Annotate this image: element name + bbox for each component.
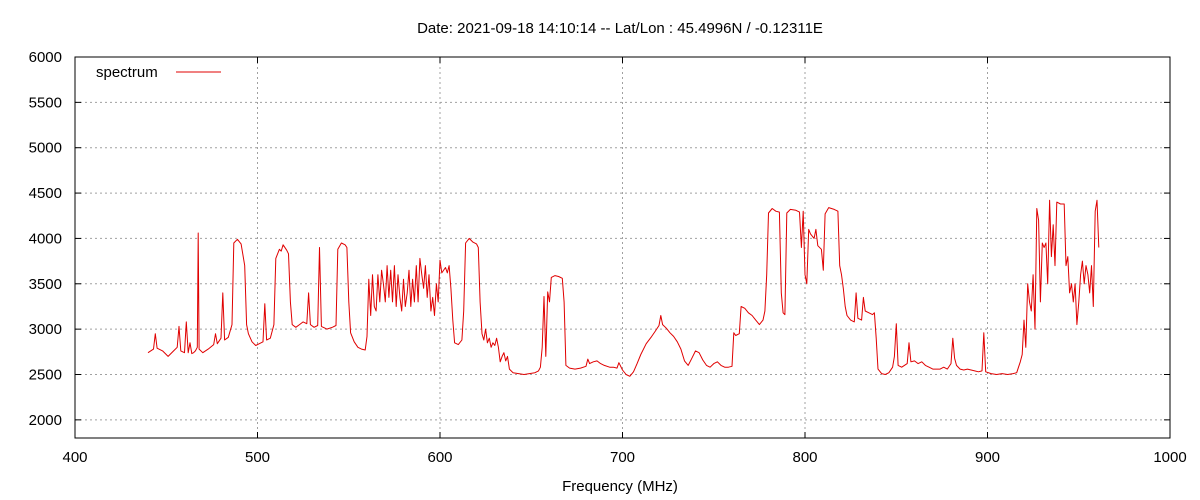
y-tick-label: 3500 <box>29 276 62 293</box>
legend-label-spectrum: spectrum <box>96 64 158 81</box>
y-tick-label: 2500 <box>29 367 62 384</box>
x-tick-label: 500 <box>245 449 270 466</box>
x-tick-label: 400 <box>62 449 87 466</box>
y-tick-label: 2000 <box>29 412 62 429</box>
x-tick-label: 900 <box>975 449 1000 466</box>
y-tick-label: 3000 <box>29 321 62 338</box>
x-tick-label: 600 <box>427 449 452 466</box>
y-tick-label: 4000 <box>29 230 62 247</box>
grid <box>75 57 1170 438</box>
x-tick-label: 700 <box>610 449 635 466</box>
x-tick-label: 800 <box>792 449 817 466</box>
y-axis: 2000 2500 3000 3500 4000 4500 5000 5500 6000 <box>29 49 1170 429</box>
series-layer <box>147 199 1100 377</box>
x-axis-label: Frequency (MHz) <box>562 478 678 495</box>
y-tick-label: 5500 <box>29 94 62 111</box>
x-tick-label: 1000 <box>1153 449 1186 466</box>
chart-title: Date: 2021-09-18 14:10:14 -- Lat/Lon : 4… <box>417 20 823 37</box>
legend: spectrum <box>96 64 221 81</box>
y-tick-label: 6000 <box>29 49 62 66</box>
y-tick-label: 5000 <box>29 140 62 157</box>
y-tick-label: 4500 <box>29 185 62 202</box>
x-axis: 400 500 600 700 800 900 1000 <box>62 57 1187 466</box>
series-line-spectrum <box>147 199 1100 377</box>
